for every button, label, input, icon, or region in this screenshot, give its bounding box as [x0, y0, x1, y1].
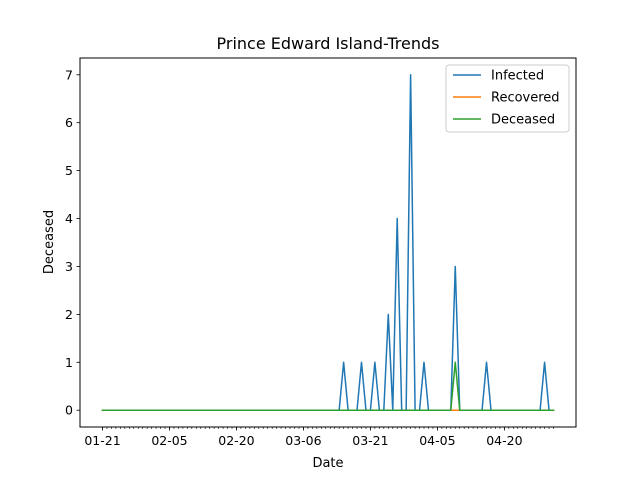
x-tick-label: 04-05 [419, 433, 455, 448]
chart-title: Prince Edward Island-Trends [217, 34, 440, 53]
y-tick-label: 5 [65, 163, 73, 178]
x-tick-label: 03-21 [352, 433, 388, 448]
plot-area-frame [79, 57, 577, 428]
legend-label-infected: Infected [491, 69, 544, 84]
x-axis-ticks: 01-21 02-05 02-20 03-06 03-21 04-05 04-20 [84, 427, 554, 448]
legend: Infected Recovered Deceased [445, 64, 570, 133]
y-tick-label: 1 [65, 355, 73, 370]
legend-label-recovered: Recovered [491, 91, 560, 106]
y-axis-ticks: 0 1 2 3 4 5 6 7 [65, 67, 80, 418]
x-tick-label: 04-20 [486, 433, 522, 448]
x-tick-label: 02-20 [218, 433, 254, 448]
legend-label-deceased: Deceased [491, 113, 555, 128]
x-tick-label: 03-06 [285, 433, 321, 448]
x-tick-label: 02-05 [151, 433, 187, 448]
y-axis-label: Deceased [42, 210, 57, 274]
x-axis-label: Date [312, 456, 343, 471]
x-tick-label: 01-21 [84, 433, 120, 448]
y-tick-label: 0 [65, 403, 73, 418]
y-tick-label: 2 [65, 307, 73, 322]
y-tick-label: 6 [65, 115, 73, 130]
series-lines [101, 74, 555, 411]
legend-box [445, 64, 570, 133]
y-tick-label: 3 [65, 259, 73, 274]
y-tick-label: 7 [65, 67, 73, 82]
series-line-deceased [101, 361, 555, 411]
y-tick-label: 4 [65, 211, 73, 226]
